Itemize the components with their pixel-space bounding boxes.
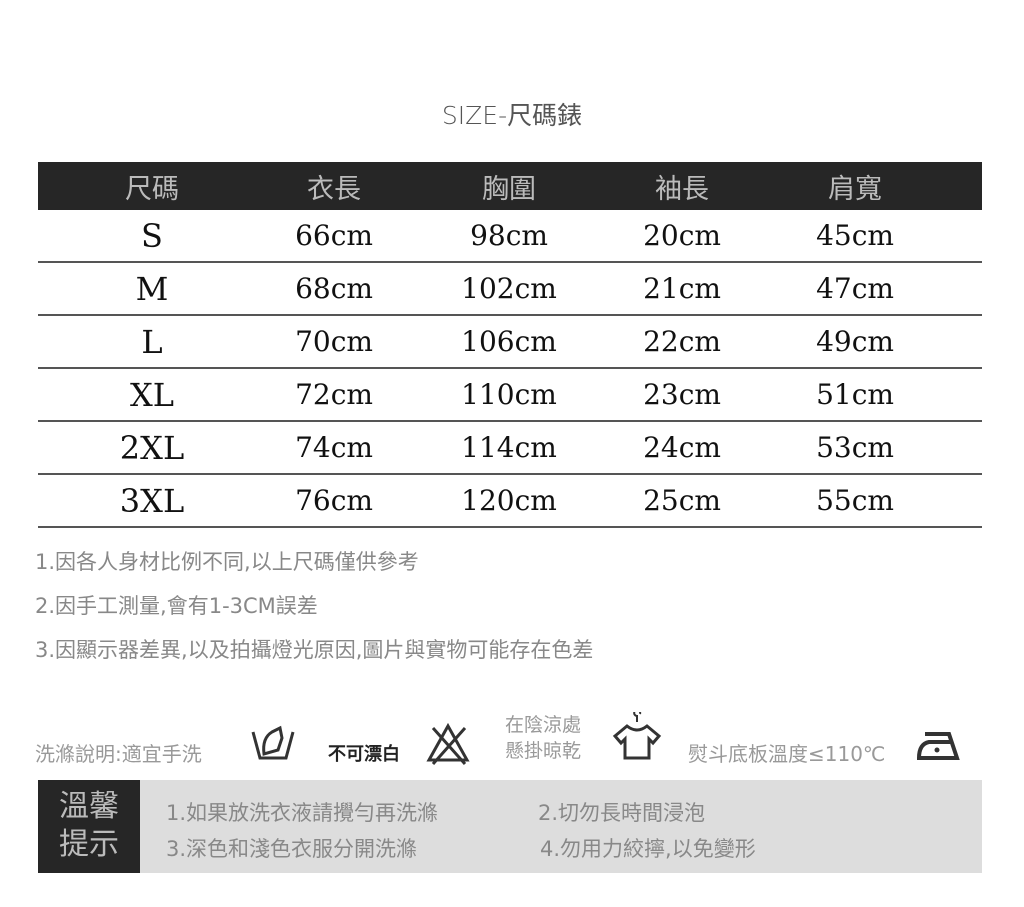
measurement-cell: 22cm	[643, 325, 721, 358]
iron-label: 熨斗底板溫度≤110℃	[688, 742, 886, 766]
measurement-cell: 74cm	[295, 431, 373, 464]
tip: 1.如果放洗衣液請攪勻再洗滌	[166, 801, 439, 825]
measurement-cell: 98cm	[470, 219, 548, 252]
column-header: 胸圍	[482, 173, 536, 205]
column-header: 衣長	[307, 173, 361, 205]
column-header: 肩寬	[828, 173, 882, 205]
measurement-cell: 102cm	[461, 272, 557, 305]
measurement-cell: 25cm	[643, 484, 721, 517]
measurement-cell: 68cm	[295, 272, 373, 305]
note: 2.因手工測量,會有1-3CM誤差	[35, 594, 318, 618]
column-header: 尺碼	[125, 173, 179, 205]
dry-label-1: 在陰涼處	[505, 714, 582, 736]
size-cell: M	[135, 269, 169, 308]
measurement-cell: 110cm	[461, 378, 557, 411]
measurement-cell: 76cm	[295, 484, 373, 517]
hang-dry-icon	[612, 712, 662, 760]
measurement-cell: 72cm	[295, 378, 373, 411]
measurement-cell: 45cm	[816, 219, 894, 252]
column-header: 袖長	[655, 173, 709, 205]
measurement-cell: 20cm	[643, 219, 721, 252]
table-row: M 68cm 102cm 21cm 47cm	[38, 263, 982, 316]
no-bleach-label: 不可漂白	[328, 744, 400, 765]
measurement-cell: 120cm	[461, 484, 557, 517]
table-row: S 66cm 98cm 20cm 45cm	[38, 210, 982, 263]
no-bleach-icon	[426, 722, 470, 765]
notes: 1.因各人身材比例不同,以上尺碼僅供參考 2.因手工測量,會有1-3CM誤差 3…	[35, 540, 593, 672]
table-row: L 70cm 106cm 22cm 49cm	[38, 316, 982, 369]
tips-label-line: 提示	[59, 827, 119, 862]
measurement-cell: 51cm	[816, 378, 894, 411]
size-cell: L	[141, 322, 163, 361]
tip: 2.切勿長時間浸泡	[538, 801, 706, 825]
measurement-cell: 23cm	[643, 378, 721, 411]
wash-label: 洗滌說明:適宜手洗	[35, 742, 202, 766]
size-cell: S	[141, 216, 163, 255]
measurement-cell: 70cm	[295, 325, 373, 358]
table-row: 2XL 74cm 114cm 24cm 53cm	[38, 422, 982, 475]
size-cell: XL	[129, 375, 175, 414]
measurement-cell: 114cm	[461, 431, 557, 464]
tips-box: 溫馨 提示 1.如果放洗衣液請攪勻再洗滌 2.切勿長時間浸泡 3.深色和淺色衣服分…	[38, 780, 982, 873]
tips-label-line: 溫馨	[59, 789, 119, 824]
dry-label-2: 懸掛晾乾	[505, 740, 582, 762]
hand-wash-icon	[251, 725, 295, 760]
table-row: XL 72cm 110cm 23cm 51cm	[38, 369, 982, 422]
iron-low-icon	[916, 732, 960, 760]
table-header: 尺碼 衣長 胸圍 袖長 肩寬	[38, 162, 982, 210]
size-cell: 3XL	[119, 481, 185, 520]
measurement-cell: 47cm	[816, 272, 894, 305]
table-row: 3XL 76cm 120cm 25cm 55cm	[38, 475, 982, 528]
measurement-cell: 53cm	[816, 431, 894, 464]
measurement-cell: 24cm	[643, 431, 721, 464]
measurement-cell: 55cm	[816, 484, 894, 517]
measurement-cell: 21cm	[643, 272, 721, 305]
measurement-cell: 106cm	[461, 325, 557, 358]
measurement-cell: 66cm	[295, 219, 373, 252]
tips-label: 溫馨 提示	[38, 780, 140, 873]
size-table: 尺碼 衣長 胸圍 袖長 肩寬 S 66cm 98cm 20cm 45cm M 68cm 102cm 21…	[38, 162, 982, 528]
note: 3.因顯示器差異,以及拍攝燈光原因,圖片與實物可能存在色差	[35, 638, 594, 662]
tip: 4.勿用力絞擰,以免變形	[540, 837, 756, 861]
measurement-cell: 49cm	[816, 325, 894, 358]
note: 1.因各人身材比例不同,以上尺碼僅供參考	[35, 550, 419, 574]
page-title: SIZE-尺碼錶	[441, 101, 583, 130]
size-cell: 2XL	[119, 428, 185, 467]
care-instructions: 洗滌說明:適宜手洗 不可漂白 在陰涼處 懸掛晾乾 熨斗底板溫度≤110℃	[0, 710, 1024, 770]
tip: 3.深色和淺色衣服分開洗滌	[166, 837, 418, 861]
